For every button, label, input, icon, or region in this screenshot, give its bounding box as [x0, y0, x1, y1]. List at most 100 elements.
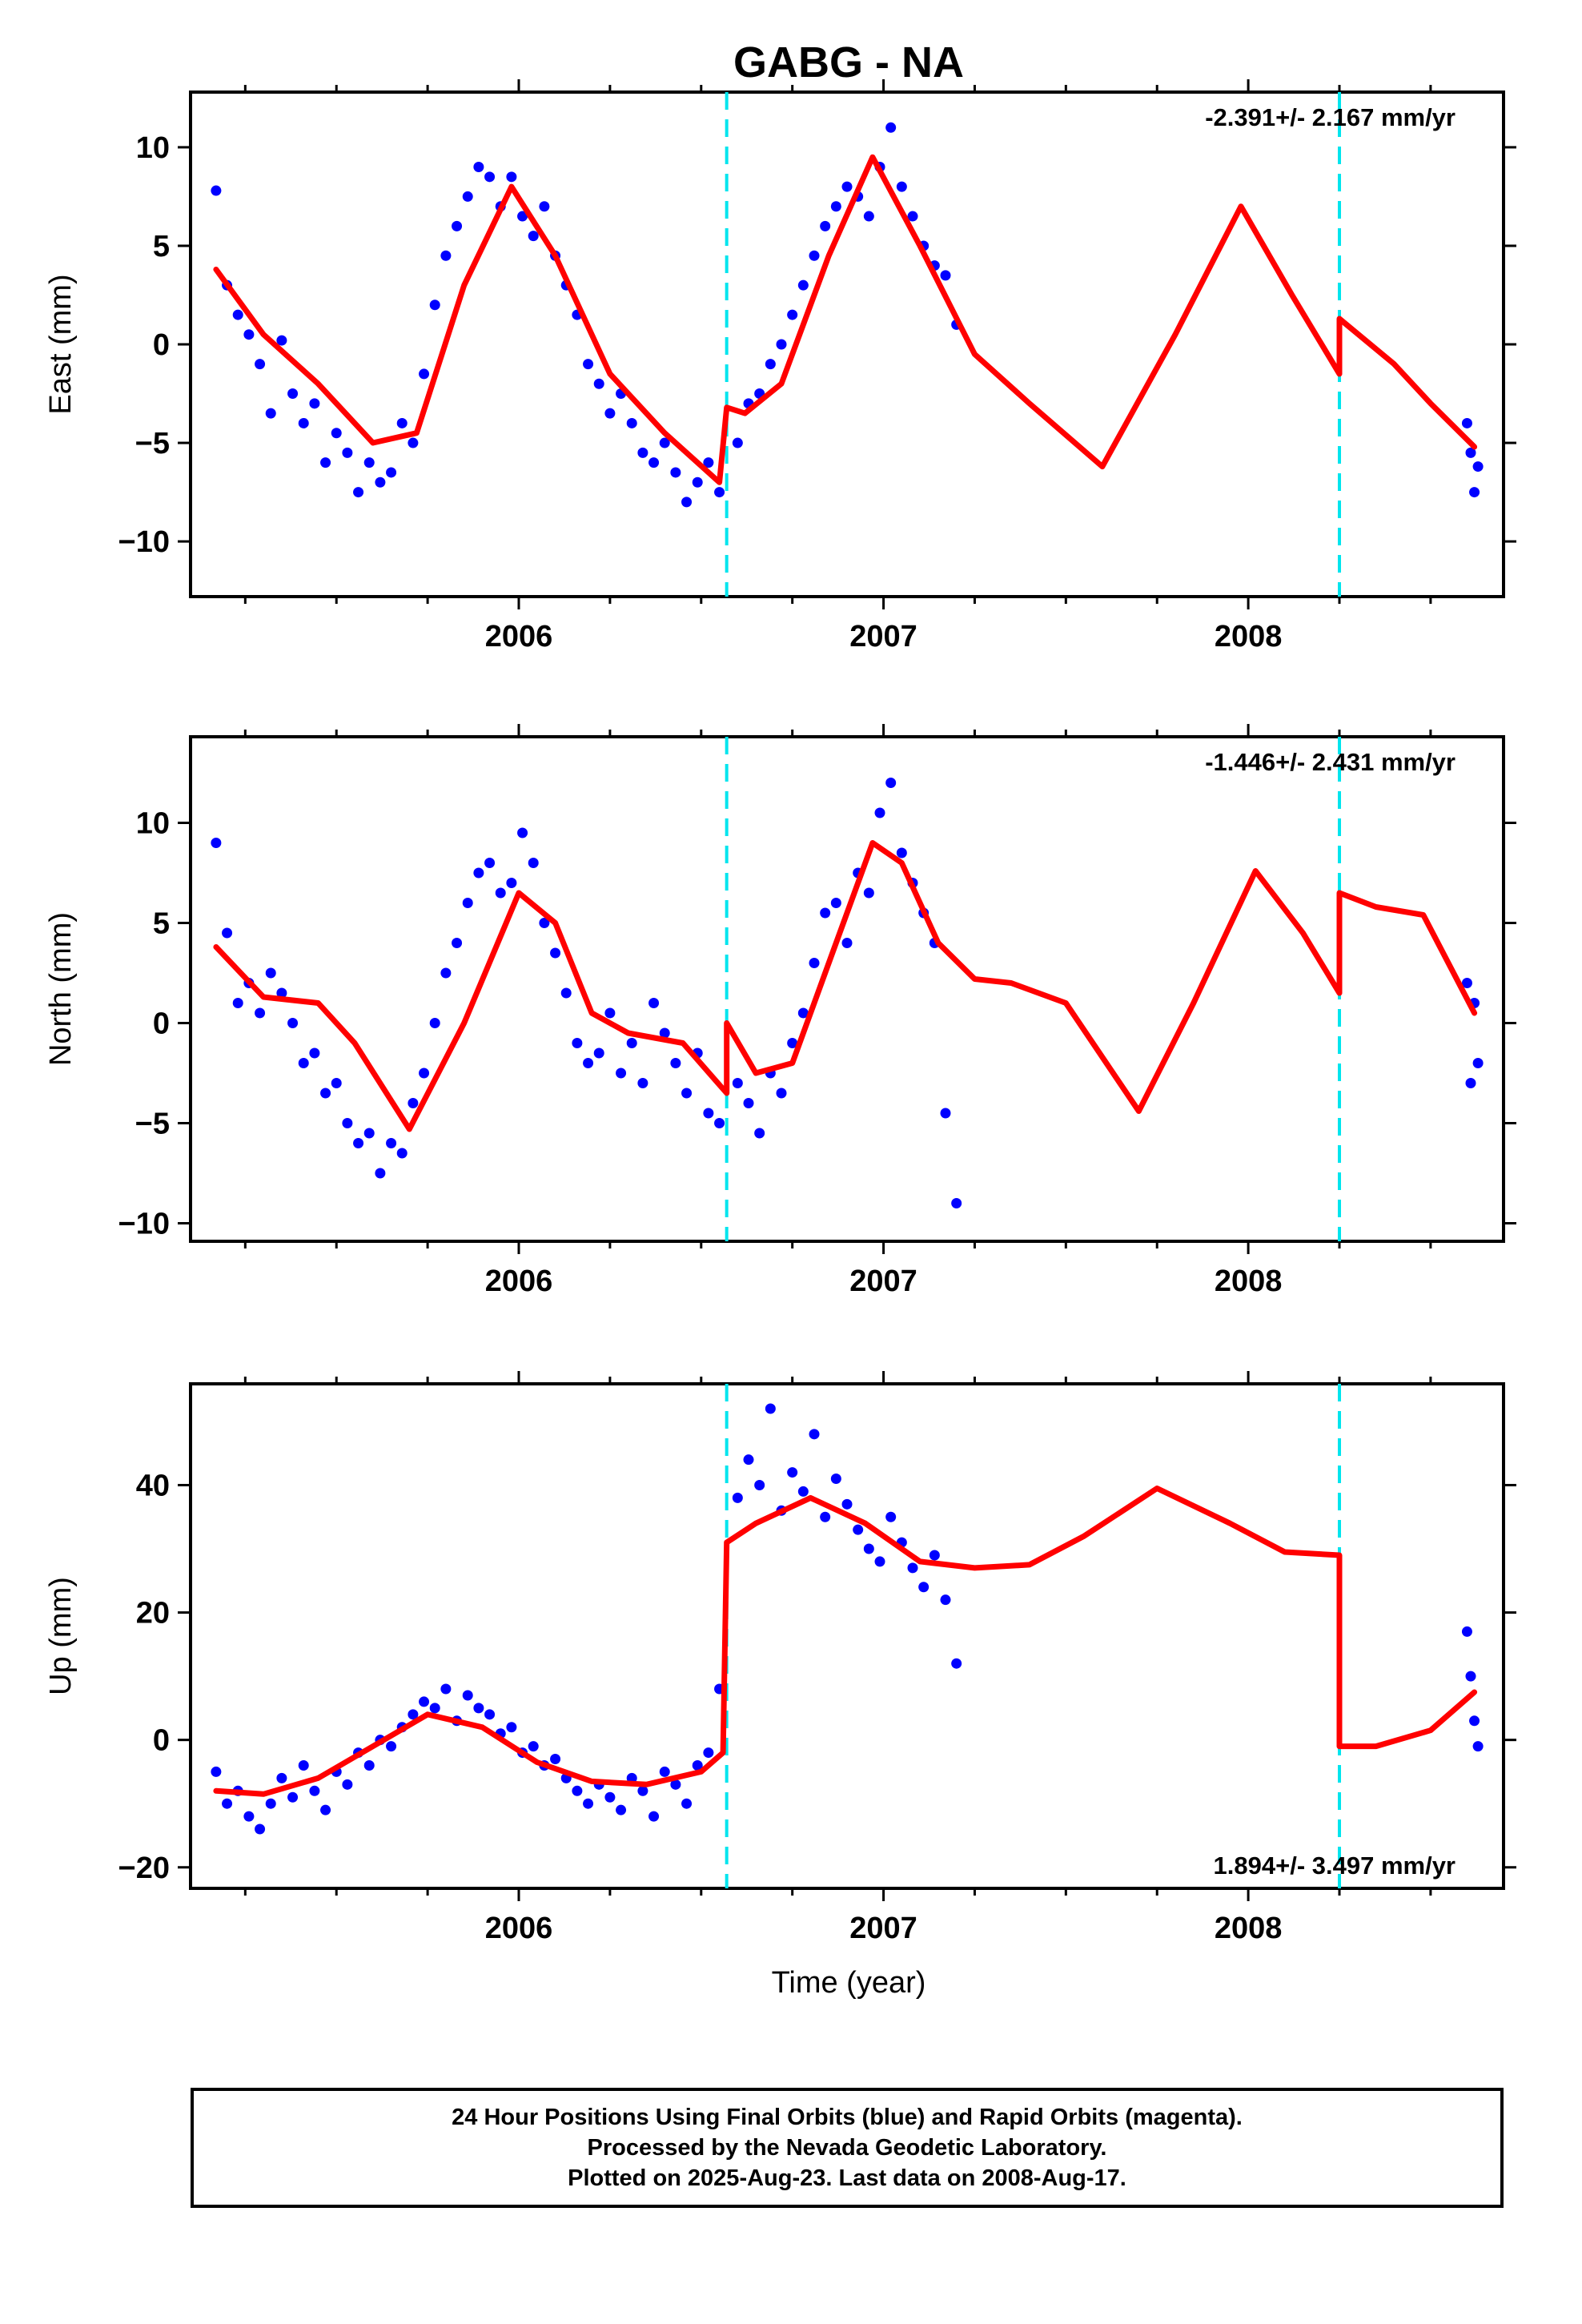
x-tick-label: 2006: [485, 620, 553, 653]
footer-line-3: Plotted on 2025-Aug-23. Last data on 200…: [568, 2165, 1126, 2191]
data-point: [681, 497, 693, 508]
data-point: [243, 1811, 255, 1822]
data-point: [616, 1068, 627, 1079]
data-point: [484, 171, 496, 183]
data-point: [386, 1138, 397, 1148]
data-point: [211, 838, 222, 848]
data-point: [604, 1007, 616, 1019]
data-point: [232, 309, 243, 320]
data-point: [754, 1128, 765, 1139]
data-point: [692, 476, 703, 488]
data-point: [659, 1766, 670, 1777]
data-point: [765, 359, 776, 370]
data-point: [375, 476, 386, 488]
y-tick-label: −5: [135, 427, 170, 460]
data-point: [604, 1791, 616, 1803]
data-point: [940, 1594, 951, 1606]
panel-east: 2006 2007 2008 −10 −5 0 5 10 East (mm) -2.391+/- …: [44, 79, 1516, 653]
data-point: [560, 987, 572, 999]
data-point: [714, 1118, 725, 1128]
panel-up: 2006 2007 2008 −20 0 20 40 Up (mm) 1.894+/- 3.49…: [44, 1371, 1516, 1945]
data-point: [648, 457, 660, 468]
data-point: [506, 171, 517, 183]
data-point: [787, 1038, 798, 1048]
data-point: [550, 947, 561, 959]
data-point: [462, 191, 473, 202]
data-point: [1461, 417, 1472, 428]
data-point: [331, 1078, 342, 1088]
data-point: [659, 437, 670, 448]
y-axis-label: East (mm): [44, 274, 78, 414]
data-point: [863, 211, 874, 222]
footer-caption-box: 24 Hour Positions Using Final Orbits (bl…: [191, 2088, 1504, 2208]
plot-frame: [189, 735, 1505, 1243]
data-point: [583, 1058, 594, 1068]
data-point: [863, 887, 874, 899]
data-point: [287, 1791, 299, 1803]
data-point: [809, 958, 820, 968]
data-point: [787, 309, 798, 320]
data-point: [386, 467, 397, 478]
data-point: [539, 918, 550, 928]
data-point: [408, 1098, 419, 1108]
data-point: [765, 1403, 776, 1414]
data-point: [896, 847, 907, 858]
data-point: [342, 1779, 353, 1790]
data-point: [320, 1088, 331, 1099]
data-point: [462, 1690, 473, 1701]
data-point: [1469, 487, 1480, 498]
data-point: [440, 967, 452, 979]
data-point: [396, 1148, 408, 1159]
y-tick-label: 5: [153, 907, 170, 941]
data-point: [616, 1804, 627, 1815]
data-point: [714, 487, 725, 498]
data-point: [583, 1798, 594, 1809]
y-axis-label: Up (mm): [44, 1577, 78, 1695]
model-fit-line: [213, 840, 1478, 1132]
x-tick-label: 2008: [1215, 620, 1283, 653]
data-point: [309, 1785, 320, 1796]
data-point: [637, 1078, 648, 1088]
data-point: [593, 1047, 604, 1059]
data-point: [528, 1741, 539, 1752]
data-point: [951, 1198, 962, 1208]
velocity-rate-label: -2.391+/- 2.167 mm/yr: [1205, 103, 1456, 131]
data-point: [517, 827, 528, 838]
data-point: [659, 1027, 670, 1039]
data-point: [419, 368, 430, 380]
data-point: [452, 938, 463, 948]
data-point: [309, 398, 320, 409]
data-point: [473, 1703, 484, 1714]
data-point: [743, 1098, 754, 1108]
data-point: [797, 1007, 809, 1019]
data-point: [429, 1018, 440, 1028]
data-point: [841, 1498, 853, 1510]
data-point: [830, 201, 841, 212]
y-tick-label: 20: [136, 1597, 170, 1630]
data-point: [797, 1486, 809, 1497]
data-point: [462, 898, 473, 908]
data-point: [1461, 978, 1472, 988]
data-point: [776, 1088, 787, 1099]
data-point: [681, 1088, 693, 1099]
data-point: [918, 1582, 930, 1593]
data-point: [276, 1772, 287, 1783]
data-point: [375, 1168, 386, 1179]
model-fit-line: [213, 154, 1478, 485]
y-tick-label: 0: [153, 1724, 170, 1758]
data-point: [797, 279, 809, 291]
data-point: [648, 1811, 660, 1822]
data-point: [419, 1696, 430, 1707]
data-point: [572, 1785, 583, 1796]
data-point: [754, 1479, 765, 1490]
data-point: [265, 408, 276, 419]
y-tick-label: 0: [153, 328, 170, 362]
data-point: [396, 417, 408, 428]
data-point: [670, 1779, 681, 1790]
data-point: [1469, 1715, 1480, 1727]
data-point: [408, 1709, 419, 1720]
data-point: [517, 211, 528, 222]
x-tick-label: 2006: [485, 1912, 553, 1945]
data-point: [331, 428, 342, 439]
